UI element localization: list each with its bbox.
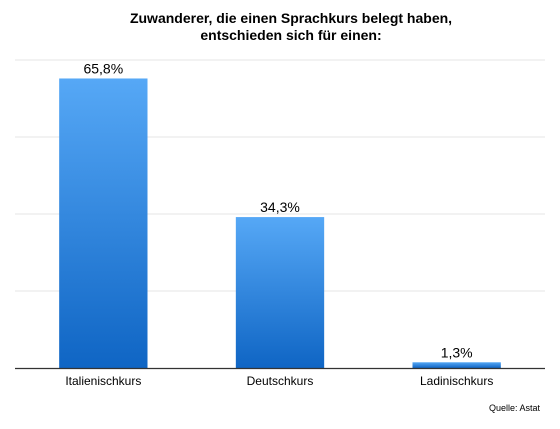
chart-title: Zuwanderer, die einen Sprachkurs belegt …: [0, 10, 560, 44]
data-labels: 65,8% 34,3% 1,3%: [83, 60, 472, 360]
data-label: 1,3%: [441, 344, 473, 360]
bar-deutschkurs: [235, 217, 325, 368]
bar-italienischkurs: [59, 78, 148, 368]
chart-title-line-1: Zuwanderer, die einen Sprachkurs belegt …: [129, 10, 453, 26]
data-label: 34,3%: [260, 199, 300, 215]
data-label: 65,8%: [83, 60, 123, 76]
chart-title-line-2: entschieden sich für einen:: [200, 27, 382, 43]
category-label: Deutschkurs: [247, 374, 314, 388]
bars: [59, 78, 501, 368]
category-label: Italienischkurs: [65, 374, 141, 388]
source-note: Quelle: Astat: [488, 403, 540, 413]
bar-ladinischkurs: [412, 362, 501, 368]
category-label: Ladinischkurs: [420, 374, 493, 388]
category-labels: Italienischkurs Deutschkurs Ladinischkurs: [65, 374, 493, 388]
